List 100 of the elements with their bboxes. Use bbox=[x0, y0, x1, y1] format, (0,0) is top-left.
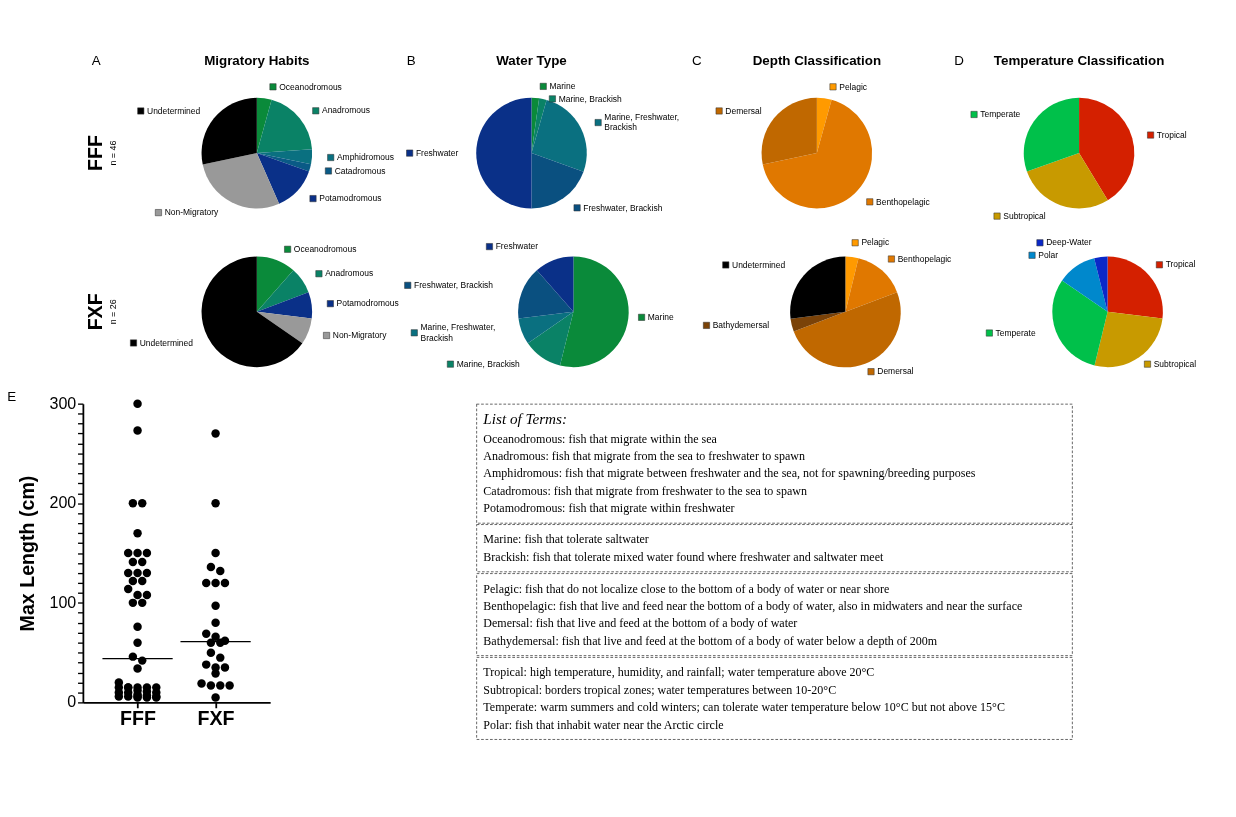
legend-label: Marine, Freshwater, Brackish bbox=[604, 112, 680, 133]
pie-slice bbox=[256, 149, 313, 165]
legend-label: Marine, Freshwater, Brackish bbox=[420, 322, 496, 343]
text: List of Terms: bbox=[482, 410, 568, 428]
text: Catadromous: fish that migrate from freshwater to the sea to spawn bbox=[483, 483, 808, 498]
legend-label: Deep-Water bbox=[1046, 237, 1092, 248]
pie-slice bbox=[790, 256, 846, 319]
text: Bathydemersal: fish that live and feed at the bottom of a body of water below a depth of 200m bbox=[483, 633, 938, 648]
text: Potamodromous: fish that migrate within freshwater bbox=[483, 501, 735, 516]
legend-label: Polar bbox=[1038, 249, 1059, 260]
pie-slice bbox=[201, 97, 257, 165]
chart-title: Depth Classification bbox=[752, 52, 882, 68]
pie-slice bbox=[256, 311, 312, 344]
text: A bbox=[91, 52, 101, 68]
legend-label: Demersal bbox=[877, 366, 914, 377]
text: B bbox=[406, 52, 416, 68]
pie-slice bbox=[1062, 258, 1108, 312]
pie-slice bbox=[1094, 256, 1108, 312]
y-tick-label: 0 bbox=[67, 692, 77, 711]
pie-slice bbox=[201, 256, 303, 368]
pie-slice bbox=[256, 256, 294, 312]
legend-label: Anadromous bbox=[322, 105, 371, 116]
pie-slice bbox=[845, 256, 859, 312]
y-tick-label: 200 bbox=[49, 493, 77, 512]
text: Brackish: fish that tolerate mixed water found where freshwater and saltwater meet bbox=[483, 549, 885, 564]
pie-slice bbox=[845, 258, 898, 312]
text: E bbox=[7, 389, 17, 405]
legend-label: Subtropical bbox=[1153, 358, 1197, 369]
pie-slice bbox=[816, 97, 832, 154]
pie-slice bbox=[560, 256, 629, 368]
pie-slice bbox=[531, 97, 540, 154]
pie-slice bbox=[1026, 153, 1108, 209]
text: FXF bbox=[83, 293, 106, 331]
legend-label: Demersal bbox=[725, 105, 762, 116]
pie-slice bbox=[518, 311, 574, 344]
text: Amphidromous: fish that migrate between freshwater and the sea, not for spawning/breeding purposes bbox=[483, 466, 976, 481]
pie-slice bbox=[476, 97, 532, 209]
pie-slice bbox=[531, 153, 584, 209]
pie-slice bbox=[527, 311, 574, 366]
pie-slice bbox=[762, 99, 873, 209]
legend-label: Subtropical bbox=[1003, 210, 1046, 221]
pie-slice bbox=[793, 292, 901, 368]
text: Temperate: warm summers and cold winters; can tolerate water temperature below 10°C but not above 15°C bbox=[483, 700, 1005, 715]
pie-slice bbox=[1052, 280, 1108, 366]
legend-label: Marine bbox=[647, 312, 674, 323]
chart-title: Water Type bbox=[496, 52, 567, 68]
text: Demersal: fish that live and feed at the bottom of a body of water bbox=[483, 616, 798, 631]
text: C bbox=[692, 52, 703, 68]
legend-label: Marine, Brackish bbox=[456, 358, 521, 369]
pie-slice bbox=[256, 97, 272, 154]
legend-label: Temperate bbox=[980, 109, 1021, 120]
legend-label: Oceanodromous bbox=[279, 81, 342, 92]
text: D bbox=[954, 52, 965, 68]
text: Subtropical: borders tropical zones; water temperatures between 10-20°C bbox=[483, 682, 837, 697]
legend-label: Benthopelagic bbox=[876, 196, 931, 207]
pie-slice bbox=[536, 256, 574, 312]
text: Marine: fish that tolerate saltwater bbox=[483, 532, 649, 547]
legend-label: Catadromous bbox=[334, 165, 386, 176]
legend-label: Non-Migratory bbox=[164, 207, 220, 218]
legend-label: Pelagic bbox=[861, 237, 890, 248]
text: Oceanodromous: fish that migrate within the sea bbox=[483, 431, 718, 446]
legend-label: Oceanodromous bbox=[293, 243, 357, 254]
pie-slice bbox=[256, 99, 312, 154]
legend-label: Amphidromous bbox=[336, 152, 394, 163]
text: n = 26 bbox=[107, 299, 118, 325]
legend-label: Freshwater, Brackish bbox=[413, 280, 494, 291]
legend-label: Temperate bbox=[995, 327, 1036, 338]
pie-slice bbox=[256, 153, 312, 172]
y-tick-label: 300 bbox=[49, 393, 77, 412]
legend-label: Freshwater bbox=[495, 241, 539, 252]
legend-label: Potamodromous bbox=[319, 193, 382, 204]
legend-label: Marine, Brackish bbox=[558, 93, 622, 104]
text: Benthopelagic: fish that live and feed near the bottom of a body of water, also in midwaters and near the surface bbox=[483, 598, 1023, 613]
pie-slice bbox=[761, 97, 817, 165]
pie-slice bbox=[256, 153, 309, 204]
legend-label: Bathydemersal bbox=[712, 320, 770, 331]
legend-label: Non-Migratory bbox=[332, 330, 388, 341]
pie-slice bbox=[790, 311, 846, 332]
legend-label: Freshwater bbox=[415, 147, 459, 158]
legend-label: Undetermined bbox=[147, 105, 201, 116]
text: Pelagic: fish that do not localize close to the bottom of a body of water or near shore bbox=[483, 581, 890, 596]
pie-slice bbox=[256, 270, 309, 312]
y-axis-title: Max Length (cm) bbox=[16, 475, 39, 632]
text: FFF bbox=[83, 135, 106, 172]
chart-title: Temperature Classification bbox=[993, 52, 1165, 68]
legend-label: Freshwater, Brackish bbox=[583, 202, 663, 213]
text: n = 46 bbox=[107, 140, 118, 166]
pie-slice bbox=[1023, 97, 1080, 172]
legend-label: Tropical bbox=[1156, 129, 1187, 140]
text: Anadromous: fish that migrate from the sea to freshwater to spawn bbox=[483, 449, 806, 464]
legend-label: Marine bbox=[549, 81, 576, 92]
y-tick-label: 100 bbox=[49, 592, 77, 611]
pie-slice bbox=[518, 270, 574, 319]
legend-label: Undetermined bbox=[139, 337, 194, 348]
pie-slice bbox=[202, 153, 280, 209]
legend-label: Tropical bbox=[1165, 259, 1196, 270]
legend-label: Pelagic bbox=[839, 81, 868, 92]
text: Polar: fish that inhabit water near the Arctic circle bbox=[483, 717, 724, 732]
chart-title: Migratory Habits bbox=[204, 52, 310, 68]
legend-label: Benthopelagic bbox=[897, 253, 953, 264]
